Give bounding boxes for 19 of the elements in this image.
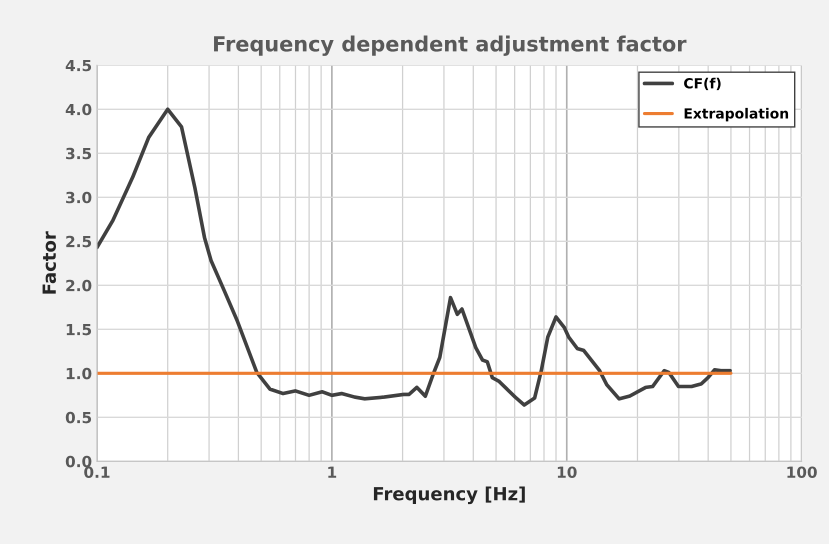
y-tick-label: 3.5	[66, 148, 92, 160]
y-tick-label: 0.5	[66, 412, 92, 424]
x-tick-label: 100	[787, 466, 817, 478]
chart-title: Frequency dependent adjustment factor	[214, 36, 686, 56]
legend-label: Extrapolation	[684, 108, 788, 122]
y-tick-label: 3.0	[66, 192, 92, 204]
x-tick-label: 10	[558, 466, 577, 478]
y-tick-label: 0.0	[66, 456, 92, 468]
y-axis-title: Factor	[42, 231, 56, 294]
y-tick-label: 2.0	[66, 280, 92, 292]
y-tick-label: 4.5	[66, 60, 92, 72]
x-tick-label: 0.1	[84, 466, 110, 478]
x-axis-title: Frequency [Hz]	[374, 486, 525, 504]
y-tick-label: 4.0	[66, 104, 92, 116]
x-tick-label: 1	[328, 466, 336, 478]
y-tick-label: 2.5	[66, 236, 92, 248]
y-tick-label: 1.5	[66, 324, 92, 336]
legend-label: CF(f)	[684, 78, 721, 90]
y-tick-label: 1.0	[66, 368, 92, 380]
